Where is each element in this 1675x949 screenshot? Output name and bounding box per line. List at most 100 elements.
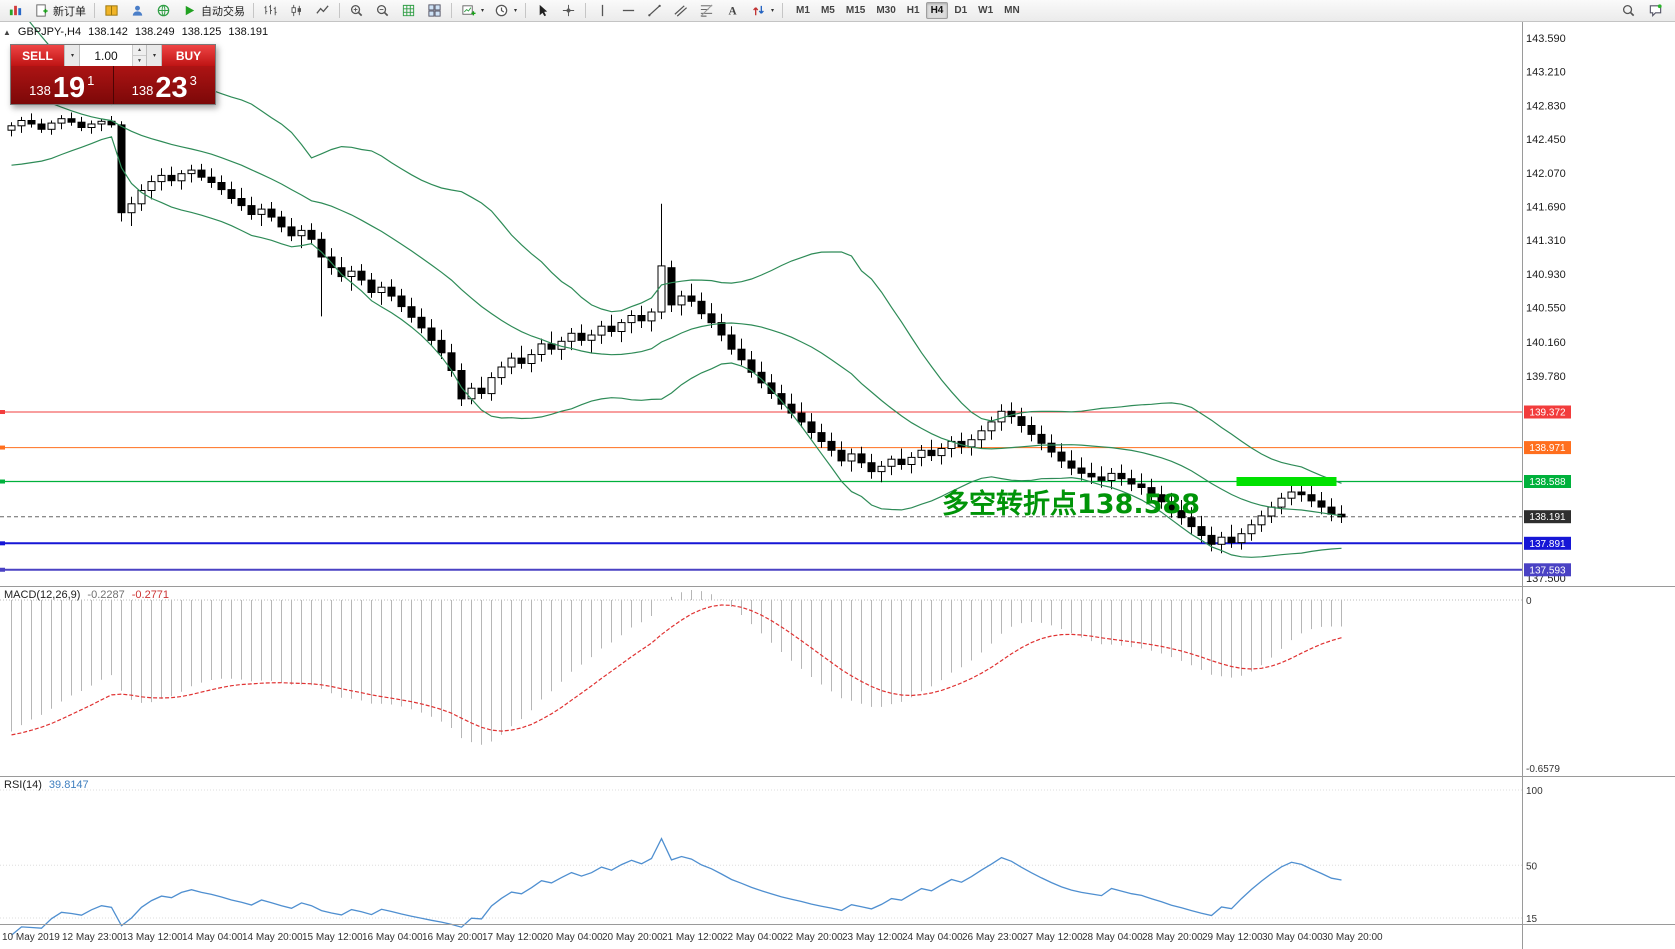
quote-open: 138.142	[88, 26, 128, 38]
navigator-button[interactable]	[151, 0, 176, 22]
candlestick-mode-button[interactable]	[284, 0, 309, 22]
cursor-tool-button[interactable]	[530, 0, 555, 22]
macd-signal-line	[11, 604, 1342, 736]
buy-button[interactable]: BUY	[162, 45, 215, 66]
volume-input[interactable]: 1.00 ▲ ▼	[80, 45, 146, 66]
navigator-icon	[155, 2, 172, 19]
bar-chart-mode-button[interactable]	[258, 0, 283, 22]
time-axis-label: 28 May 20:00	[1142, 932, 1203, 943]
trendline-tool-button[interactable]	[642, 0, 667, 22]
rsi-axis-label: 15	[1526, 914, 1538, 925]
level-anchor[interactable]	[0, 567, 5, 572]
line-chart-mode-icon	[314, 2, 331, 19]
tf-button-D1[interactable]: D1	[954, 5, 968, 16]
channel-tool-button[interactable]	[668, 0, 693, 22]
time-axis-label: 20 May 04:00	[542, 932, 603, 943]
text-tool-icon	[724, 2, 741, 19]
horizontal-level-lines[interactable]	[0, 410, 1522, 572]
level-anchor[interactable]	[0, 479, 5, 484]
chart-canvas[interactable]: 143.590 143.210 142.830 142.450 142.070 141.6…	[0, 22, 1675, 949]
volume-stepper[interactable]: ▲ ▼	[132, 45, 146, 66]
volume-value[interactable]: 1.00	[94, 48, 118, 63]
new-order-button[interactable]: 新订单	[29, 0, 90, 22]
tf-button-M15[interactable]: M15	[845, 5, 866, 16]
time-axis-label: 27 May 12:00	[1022, 932, 1083, 943]
level-anchor[interactable]	[0, 445, 5, 450]
sell-button[interactable]: SELL	[11, 45, 64, 66]
price-badge	[1524, 475, 1571, 488]
community-icon	[1647, 2, 1664, 19]
macd-axis-label: -0.6579	[1526, 764, 1560, 775]
cursor-tool-icon	[534, 2, 551, 19]
profiles-button[interactable]: ▾	[489, 0, 521, 22]
one-click-trading-panel: SELL ▾ 1.00 ▲ ▼ ▾ BUY 138 19 1 138 23 3	[10, 44, 216, 105]
macd-main-value: -0.2287	[87, 589, 125, 601]
crosshair-tool-icon	[560, 2, 577, 19]
indicator-panels	[0, 590, 1522, 936]
zoom-in-button[interactable]	[344, 0, 369, 22]
time-axis-label: 16 May 04:00	[362, 932, 423, 943]
arrows-tool-button[interactable]: ▾	[746, 0, 778, 22]
time-axis-label: 30 May 20:00	[1322, 932, 1383, 943]
data-window-button[interactable]	[125, 0, 150, 22]
tile-windows-button[interactable]	[422, 0, 447, 22]
tf-button-M30[interactable]: M30	[876, 5, 896, 16]
market-watch-icon	[103, 2, 120, 19]
tf-button-M1[interactable]: M1	[796, 5, 810, 16]
text-tool-button[interactable]	[720, 0, 745, 22]
time-axis-label: 23 May 12:00	[842, 932, 903, 943]
tf-button-H1[interactable]: H1	[906, 5, 920, 16]
stepper-down-icon[interactable]: ▼	[133, 56, 146, 66]
fibonacci-tool-button[interactable]	[694, 0, 719, 22]
rsi-line	[11, 837, 1342, 936]
dropdown-caret-icon[interactable]: ▾	[771, 8, 775, 14]
dropdown-caret-icon[interactable]: ▾	[481, 8, 485, 14]
collapse-chart-icon[interactable]: ▲	[3, 27, 11, 37]
macd-indicator-label: MACD(12,26,9) -0.2287 -0.2771	[4, 589, 169, 601]
search-icon	[1620, 2, 1637, 19]
tile-windows-icon	[426, 2, 443, 19]
new-order-icon	[33, 2, 50, 19]
tf-button-W1[interactable]: W1	[978, 5, 994, 16]
sell-options-button[interactable]: ▾	[64, 45, 80, 66]
price-axis-label: 140.160	[1526, 337, 1566, 349]
stepper-up-icon[interactable]: ▲	[133, 45, 146, 56]
auto-trading-button[interactable]: 自动交易	[177, 0, 249, 22]
horizontal-line-tool-icon	[620, 2, 637, 19]
sell-price-tile[interactable]: 138 19 1	[11, 66, 113, 104]
dropdown-caret-icon[interactable]: ▾	[514, 8, 518, 14]
buy-options-button[interactable]: ▾	[146, 45, 162, 66]
time-axis-label: 12 May 23:00	[62, 932, 123, 943]
search-button[interactable]	[1616, 0, 1641, 22]
quote-close: 138.191	[228, 26, 269, 38]
zoom-out-button[interactable]	[370, 0, 395, 22]
bollinger-bands	[11, 22, 1342, 558]
line-chart-mode-button[interactable]	[310, 0, 335, 22]
tf-button-M5[interactable]: M5	[820, 5, 835, 16]
level-anchor[interactable]	[0, 541, 5, 546]
community-button[interactable]	[1643, 0, 1668, 22]
tf-button-MN[interactable]: MN	[1004, 5, 1020, 16]
market-watch-button[interactable]	[99, 0, 124, 22]
vertical-line-tool-button[interactable]	[590, 0, 615, 22]
turning-point-highlight[interactable]	[1236, 477, 1337, 486]
time-axis-label: 26 May 23:00	[962, 932, 1023, 943]
level-anchor[interactable]	[0, 410, 5, 415]
chart-annotation[interactable]: 多空转折点138.588	[942, 489, 1200, 520]
toolbar-separator	[585, 3, 587, 18]
price-axis-label: 141.310	[1526, 235, 1566, 247]
profiles-icon	[493, 2, 510, 19]
buy-price-tile[interactable]: 138 23 3	[113, 66, 215, 104]
level-highlight[interactable]	[1236, 477, 1337, 486]
new-chart-button[interactable]: ▾	[456, 0, 488, 22]
toolbar-separator	[94, 3, 95, 18]
toolbar-separator	[782, 3, 784, 18]
tf-button-H4[interactable]: H4	[925, 2, 949, 19]
macd-axis-label: 0	[1526, 596, 1532, 607]
macd-histogram	[11, 590, 1342, 745]
toolbar-separator	[525, 3, 527, 18]
main-toolbar: 新订单 自动交易 ▾ ▾ ▾ M1 M5 M15 M30 H1 H4 D1 W1 MN	[0, 0, 1675, 22]
grid-toggle-button[interactable]	[396, 0, 421, 22]
horizontal-line-tool-button[interactable]	[616, 0, 641, 22]
crosshair-tool-button[interactable]	[556, 0, 581, 22]
